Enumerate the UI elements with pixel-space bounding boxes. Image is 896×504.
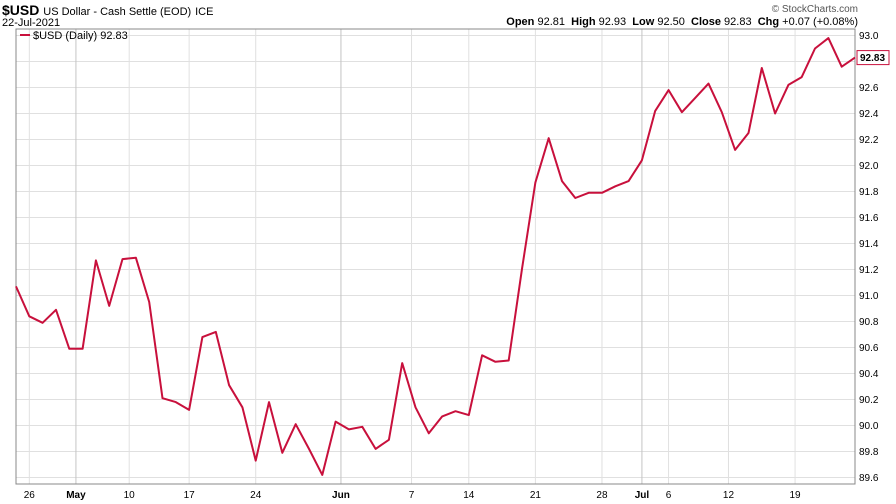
y-tick-label: 89.6: [859, 473, 879, 484]
y-tick-label: 90.4: [859, 369, 879, 380]
y-axis: 89.6 89.8 90.0 90.2 90.4 90.6 90.8 91.0 91.2 91.4…: [859, 31, 879, 484]
x-tick-label: 21: [530, 490, 542, 501]
x-tick-label: May: [66, 490, 86, 501]
plot-frame: [15, 28, 856, 485]
x-tick-label: Jul: [635, 490, 650, 501]
open-value: 92.81: [537, 16, 565, 28]
chg-value: +0.07 (+0.08%): [782, 16, 858, 28]
y-tick-label: 92.2: [859, 135, 879, 146]
symbol: $USD: [2, 2, 40, 18]
grid: [16, 29, 855, 484]
x-tick-label: 24: [250, 490, 262, 501]
x-tick-label: Jun: [332, 490, 350, 501]
low-label: Low: [632, 16, 655, 28]
series-line-usd: [15, 37, 856, 476]
last-value-tag: 92.83: [856, 50, 890, 66]
y-tick-label: 92.6: [859, 83, 879, 94]
y-tick-label: 92.0: [859, 161, 879, 172]
y-tick-label: 90.2: [859, 395, 879, 406]
y-tick-label: 90.8: [859, 317, 879, 328]
x-tick-label: 12: [723, 490, 735, 501]
x-tick-label: 7: [409, 490, 415, 501]
x-tick-label: 28: [596, 490, 608, 501]
y-tick-label: 91.2: [859, 265, 879, 276]
x-tick-label: 6: [666, 490, 672, 501]
y-tick-label: 91.0: [859, 291, 879, 302]
legend-label: $USD (Daily) 92.83: [33, 30, 128, 42]
x-tick-label: 17: [184, 490, 196, 501]
chg-label: Chg: [757, 16, 780, 28]
chart-date: 22-Jul-2021: [2, 17, 61, 29]
y-tick-label: 93.0: [859, 31, 879, 42]
close-value: 92.83: [724, 16, 752, 28]
y-tick-label: 92.4: [859, 109, 879, 120]
x-tick-label: 14: [463, 490, 475, 501]
low-value: 92.50: [657, 16, 685, 28]
x-axis: 26 May 10 17 24 Jun 7 14 21 28 Jul 6 12 19: [24, 490, 801, 501]
symbol-description: US Dollar - Cash Settle (EOD): [43, 6, 192, 18]
x-tick-label: 26: [24, 490, 36, 501]
x-tick-label: 19: [790, 490, 802, 501]
exchange: ICE: [195, 6, 214, 18]
y-tick-label: 91.8: [859, 187, 879, 198]
y-tick-label: 90.0: [859, 421, 879, 432]
y-tick-label: 89.8: [859, 447, 879, 458]
y-tick-label: 91.6: [859, 213, 879, 224]
y-tick-label: 90.6: [859, 343, 879, 354]
credit-link[interactable]: © StockCharts.com: [771, 4, 858, 15]
high-label: High: [571, 16, 596, 28]
x-tick-label: 10: [124, 490, 136, 501]
ohlc-readout: Open 92.81 High 92.93 Low 92.50 Close 92…: [506, 16, 858, 28]
chart-title: $USD US Dollar - Cash Settle (EOD) ICE: [2, 2, 213, 18]
last-value-box: [856, 50, 890, 66]
last-value-text: 92.83: [860, 53, 885, 64]
legend: $USD (Daily) 92.83: [20, 30, 128, 42]
high-value: 92.93: [598, 16, 627, 28]
open-label: Open: [506, 16, 535, 28]
y-tick-label: 91.4: [859, 239, 879, 250]
close-label: Close: [691, 16, 721, 28]
